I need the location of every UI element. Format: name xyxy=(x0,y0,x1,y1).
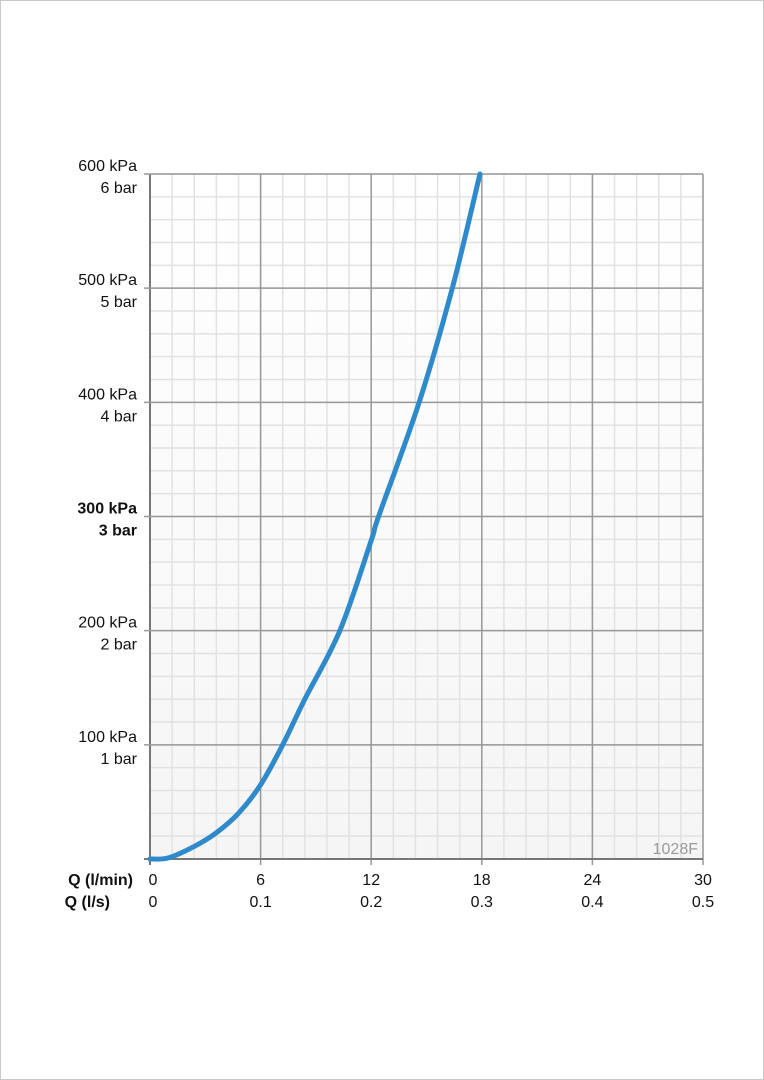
y-tick-label-bar: 1 bar xyxy=(101,751,138,768)
x-tick-label-ls: 0.3 xyxy=(471,894,493,911)
x-tick-label-ls: 0 xyxy=(149,894,158,911)
x-tick-label-ls: 0.1 xyxy=(249,894,271,911)
y-tick-label-bar: 4 bar xyxy=(101,408,138,425)
x-axis-label-lmin: Q (l/min) xyxy=(68,872,133,889)
y-tick-label-kpa: 600 kPa xyxy=(78,158,137,175)
y-tick-label-bar: 5 bar xyxy=(101,294,138,311)
x-tick-label-lmin: 30 xyxy=(694,872,712,889)
y-tick-label-kpa: 400 kPa xyxy=(78,386,137,403)
model-annotation: 1028F xyxy=(653,841,699,858)
y-tick-label-kpa: 500 kPa xyxy=(78,272,137,289)
x-tick-label-ls: 0.5 xyxy=(692,894,714,911)
x-tick-label-lmin: 0 xyxy=(149,872,158,889)
x-axis-label-ls: Q (l/s) xyxy=(65,894,110,911)
x-tick-label-ls: 0.4 xyxy=(581,894,603,911)
x-tick-label-ls: 0.2 xyxy=(360,894,382,911)
y-tick-label-kpa: 100 kPa xyxy=(78,729,137,746)
y-tick-label-kpa: 300 kPa xyxy=(77,501,137,518)
y-tick-label-bar: 6 bar xyxy=(101,180,138,197)
x-tick-label-lmin: 6 xyxy=(256,872,265,889)
pressure-curve xyxy=(147,171,483,862)
x-tick-label-lmin: 12 xyxy=(362,872,380,889)
x-tick-label-lmin: 18 xyxy=(473,872,491,889)
y-tick-label-bar: 3 bar xyxy=(99,523,137,540)
y-tick-label-bar: 2 bar xyxy=(101,637,138,654)
y-tick-label-kpa: 200 kPa xyxy=(78,615,137,632)
x-tick-label-lmin: 24 xyxy=(584,872,602,889)
